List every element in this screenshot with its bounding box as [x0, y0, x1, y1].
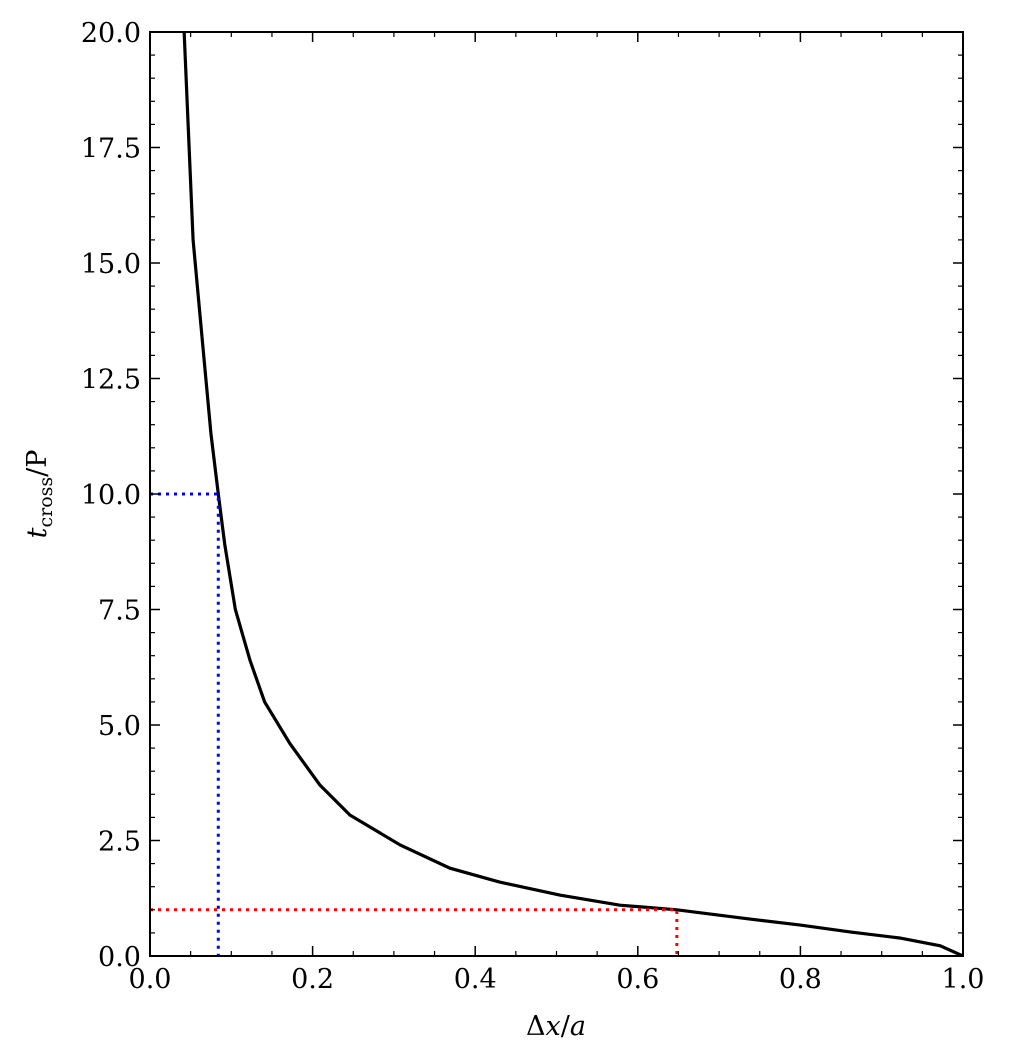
x-label-part: x: [546, 1011, 561, 1042]
y-axis-label: tcross/P: [22, 450, 57, 539]
y-tick-label: 20.0: [81, 18, 141, 49]
series-line: [182, 32, 963, 956]
y-tick-label: 0.0: [98, 942, 141, 973]
x-label-part: /: [561, 1011, 571, 1042]
y-tick-label: 5.0: [98, 711, 141, 742]
y-tick-label: 12.5: [81, 365, 141, 396]
x-tick-label: 1.0: [942, 964, 985, 995]
y-label-part: t: [22, 527, 53, 538]
series-line: [150, 492, 220, 956]
x-tick-label: 0.8: [779, 964, 822, 995]
x-tick-label: 0.2: [291, 964, 334, 995]
x-label-part: a: [570, 1011, 586, 1042]
series-line: [150, 908, 679, 956]
y-tick-label: 2.5: [98, 827, 141, 858]
y-tick-label: 15.0: [81, 249, 141, 280]
y-tick-label: 17.5: [81, 134, 141, 165]
y-tick-label: 10.0: [81, 480, 141, 511]
plot-frame: [149, 31, 964, 957]
y-label-part: cross: [35, 477, 57, 528]
x-tick-label: 0.0: [129, 964, 172, 995]
x-label-part: Δ: [526, 1011, 546, 1042]
y-tick-label: 7.5: [98, 596, 141, 627]
x-tick-label: 0.6: [616, 964, 659, 995]
x-tick-label: 0.4: [454, 964, 497, 995]
x-axis-label: Δx/a: [526, 1011, 586, 1042]
y-label-part: /P: [22, 450, 53, 477]
